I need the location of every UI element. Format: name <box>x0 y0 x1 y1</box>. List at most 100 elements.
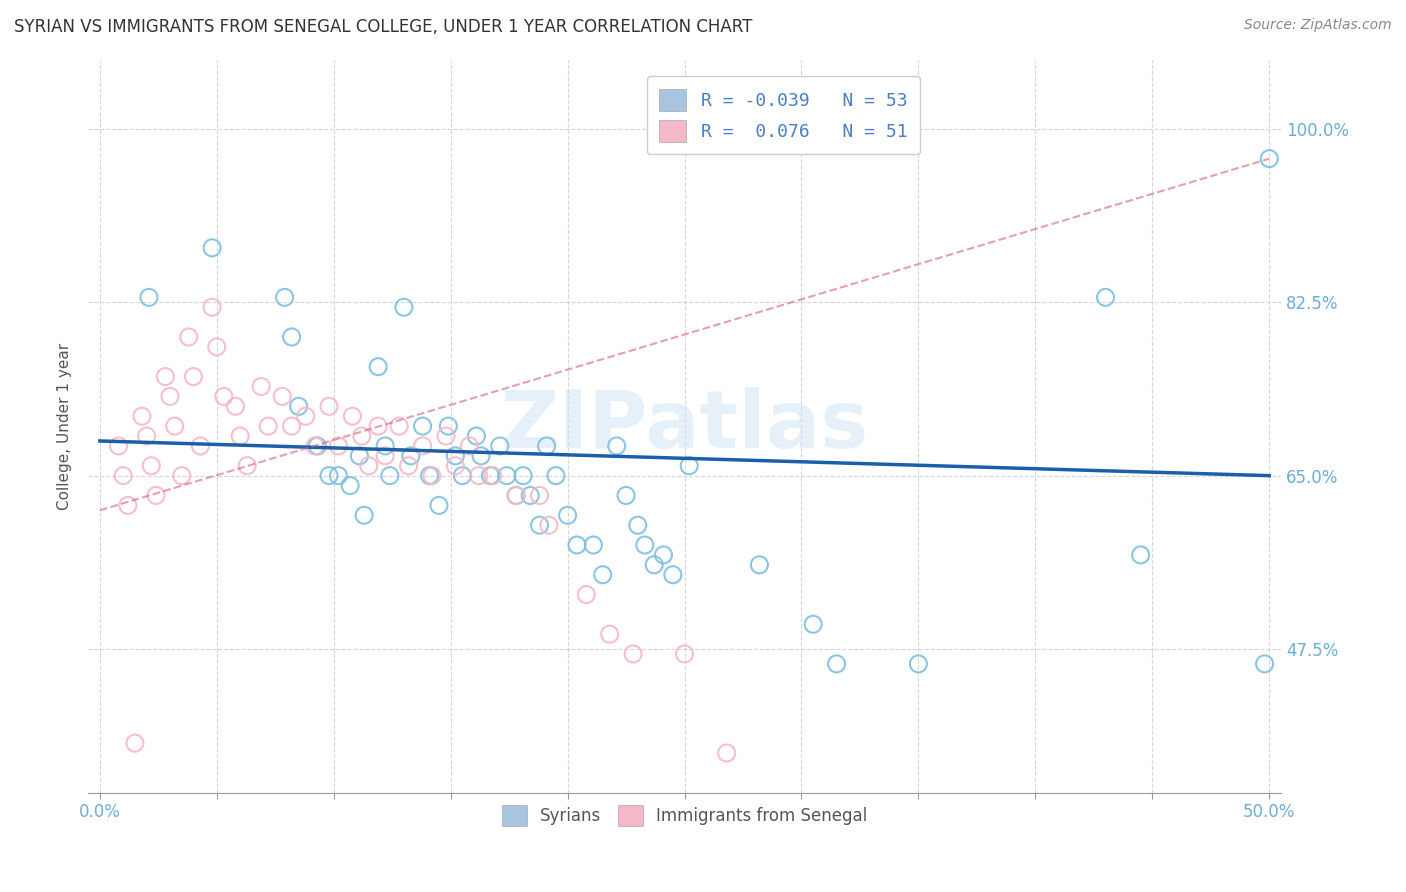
Point <box>201 241 224 255</box>
Point <box>124 736 146 750</box>
Point <box>529 488 551 502</box>
Point <box>748 558 770 572</box>
Point <box>271 389 294 403</box>
Y-axis label: College, Under 1 year: College, Under 1 year <box>58 343 72 509</box>
Point <box>280 419 302 434</box>
Text: SYRIAN VS IMMIGRANTS FROM SENEGAL COLLEGE, UNDER 1 YEAR CORRELATION CHART: SYRIAN VS IMMIGRANTS FROM SENEGAL COLLEG… <box>14 18 752 36</box>
Point <box>537 518 560 533</box>
Point <box>1253 657 1275 671</box>
Point <box>374 439 396 453</box>
Point <box>357 458 380 473</box>
Point <box>495 468 517 483</box>
Point <box>201 300 224 314</box>
Point <box>529 518 551 533</box>
Point <box>135 429 157 443</box>
Point <box>318 400 340 414</box>
Point <box>1129 548 1152 562</box>
Point <box>565 538 588 552</box>
Point <box>117 499 139 513</box>
Point <box>107 439 129 453</box>
Point <box>367 419 389 434</box>
Point <box>467 468 489 483</box>
Text: Source: ZipAtlas.com: Source: ZipAtlas.com <box>1244 18 1392 32</box>
Point <box>444 458 467 473</box>
Point <box>458 439 481 453</box>
Point <box>465 429 488 443</box>
Point <box>592 567 614 582</box>
Point <box>481 468 503 483</box>
Point <box>398 458 420 473</box>
Point <box>427 499 450 513</box>
Text: ZIPatlas: ZIPatlas <box>501 387 869 465</box>
Point <box>112 468 135 483</box>
Point <box>434 429 457 443</box>
Point <box>643 558 665 572</box>
Point <box>349 449 371 463</box>
Point <box>392 300 415 314</box>
Point <box>212 389 235 403</box>
Point <box>163 419 186 434</box>
Point <box>512 468 534 483</box>
Point <box>131 409 153 424</box>
Point <box>350 429 373 443</box>
Point <box>412 439 434 453</box>
Point <box>328 439 350 453</box>
Point <box>399 449 422 463</box>
Point <box>673 647 696 661</box>
Point <box>582 538 605 552</box>
Point <box>155 369 177 384</box>
Point <box>678 458 700 473</box>
Point <box>190 439 212 453</box>
Point <box>420 468 443 483</box>
Point <box>716 746 738 760</box>
Point <box>273 290 295 304</box>
Point <box>236 458 259 473</box>
Point <box>801 617 824 632</box>
Point <box>606 439 628 453</box>
Point <box>557 508 579 523</box>
Point <box>353 508 375 523</box>
Point <box>505 488 527 502</box>
Point <box>159 389 181 403</box>
Point <box>229 429 252 443</box>
Point <box>599 627 621 641</box>
Point <box>479 468 502 483</box>
Point <box>470 449 492 463</box>
Point <box>374 449 396 463</box>
Legend: Syrians, Immigrants from Senegal: Syrians, Immigrants from Senegal <box>492 796 877 836</box>
Point <box>419 468 441 483</box>
Point <box>378 468 401 483</box>
Point <box>307 439 329 453</box>
Point <box>294 409 316 424</box>
Point <box>1258 152 1281 166</box>
Point <box>825 657 848 671</box>
Point <box>575 588 598 602</box>
Point <box>367 359 389 374</box>
Point <box>388 419 411 434</box>
Point <box>907 657 929 671</box>
Point <box>536 439 558 453</box>
Point <box>318 468 340 483</box>
Point <box>444 449 467 463</box>
Point <box>183 369 205 384</box>
Point <box>304 439 326 453</box>
Point <box>250 379 273 393</box>
Point <box>280 330 302 344</box>
Point <box>205 340 228 354</box>
Point <box>141 458 163 473</box>
Point <box>287 400 309 414</box>
Point <box>621 647 644 661</box>
Point <box>652 548 675 562</box>
Point <box>614 488 637 502</box>
Point <box>634 538 657 552</box>
Point <box>505 488 527 502</box>
Point <box>170 468 193 483</box>
Point <box>177 330 200 344</box>
Point <box>138 290 160 304</box>
Point <box>437 419 460 434</box>
Point <box>339 478 361 492</box>
Point <box>328 468 350 483</box>
Point <box>662 567 685 582</box>
Point <box>519 488 541 502</box>
Point <box>224 400 246 414</box>
